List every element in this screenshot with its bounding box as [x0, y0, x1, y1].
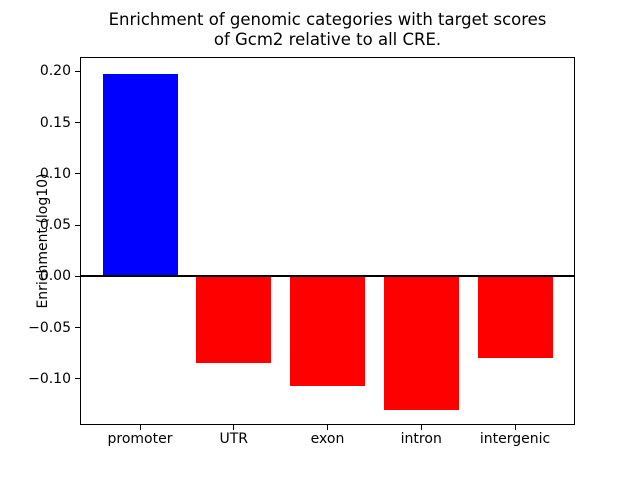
x-tick-promoter [139, 425, 141, 430]
x-tick-exon [327, 425, 328, 430]
y-tick-label-−0.05: −0.05 [28, 319, 71, 336]
bar-intron [383, 276, 459, 410]
y-tick-0.20 [75, 70, 80, 72]
chart-title-line2: of Gcm2 relative to all CRE. [213, 30, 442, 49]
bar-intergenic [477, 276, 553, 359]
y-tick-label-−0.10: −0.10 [28, 370, 71, 387]
plot-area [80, 57, 575, 425]
y-tick-label-0.15: 0.15 [39, 114, 71, 131]
chart-title: Enrichment of genomic categories with ta… [80, 10, 575, 50]
y-tick-label-0.20: 0.20 [39, 63, 71, 80]
y-tick-0.10 [75, 173, 80, 175]
x-tick-intergenic [514, 425, 516, 430]
y-tick-label-0.00: 0.00 [39, 268, 71, 285]
y-tick-0.00 [75, 275, 80, 277]
bar-exon [290, 276, 365, 387]
bar-UTR [196, 276, 272, 364]
x-tick-label-intron: intron [400, 431, 442, 447]
y-tick-0.15 [75, 122, 80, 124]
y-tick-0.05 [75, 224, 80, 226]
y-tick-label-0.10: 0.10 [39, 165, 71, 182]
x-tick-UTR [233, 425, 235, 430]
x-tick-label-UTR: UTR [219, 431, 249, 447]
x-tick-intron [420, 425, 422, 430]
y-tick-label-0.05: 0.05 [39, 217, 71, 234]
x-tick-label-promoter: promoter [107, 431, 173, 447]
bar-promoter [102, 74, 178, 277]
y-tick-−0.10 [75, 378, 80, 380]
chart-title-line1: Enrichment of genomic categories with ta… [108, 10, 547, 29]
x-tick-label-exon: exon [310, 431, 345, 447]
x-tick-label-intergenic: intergenic [479, 431, 551, 447]
y-tick-−0.05 [75, 327, 80, 329]
zero-line [80, 275, 575, 278]
y-axis-label: Enrichment (log10) [35, 173, 51, 309]
